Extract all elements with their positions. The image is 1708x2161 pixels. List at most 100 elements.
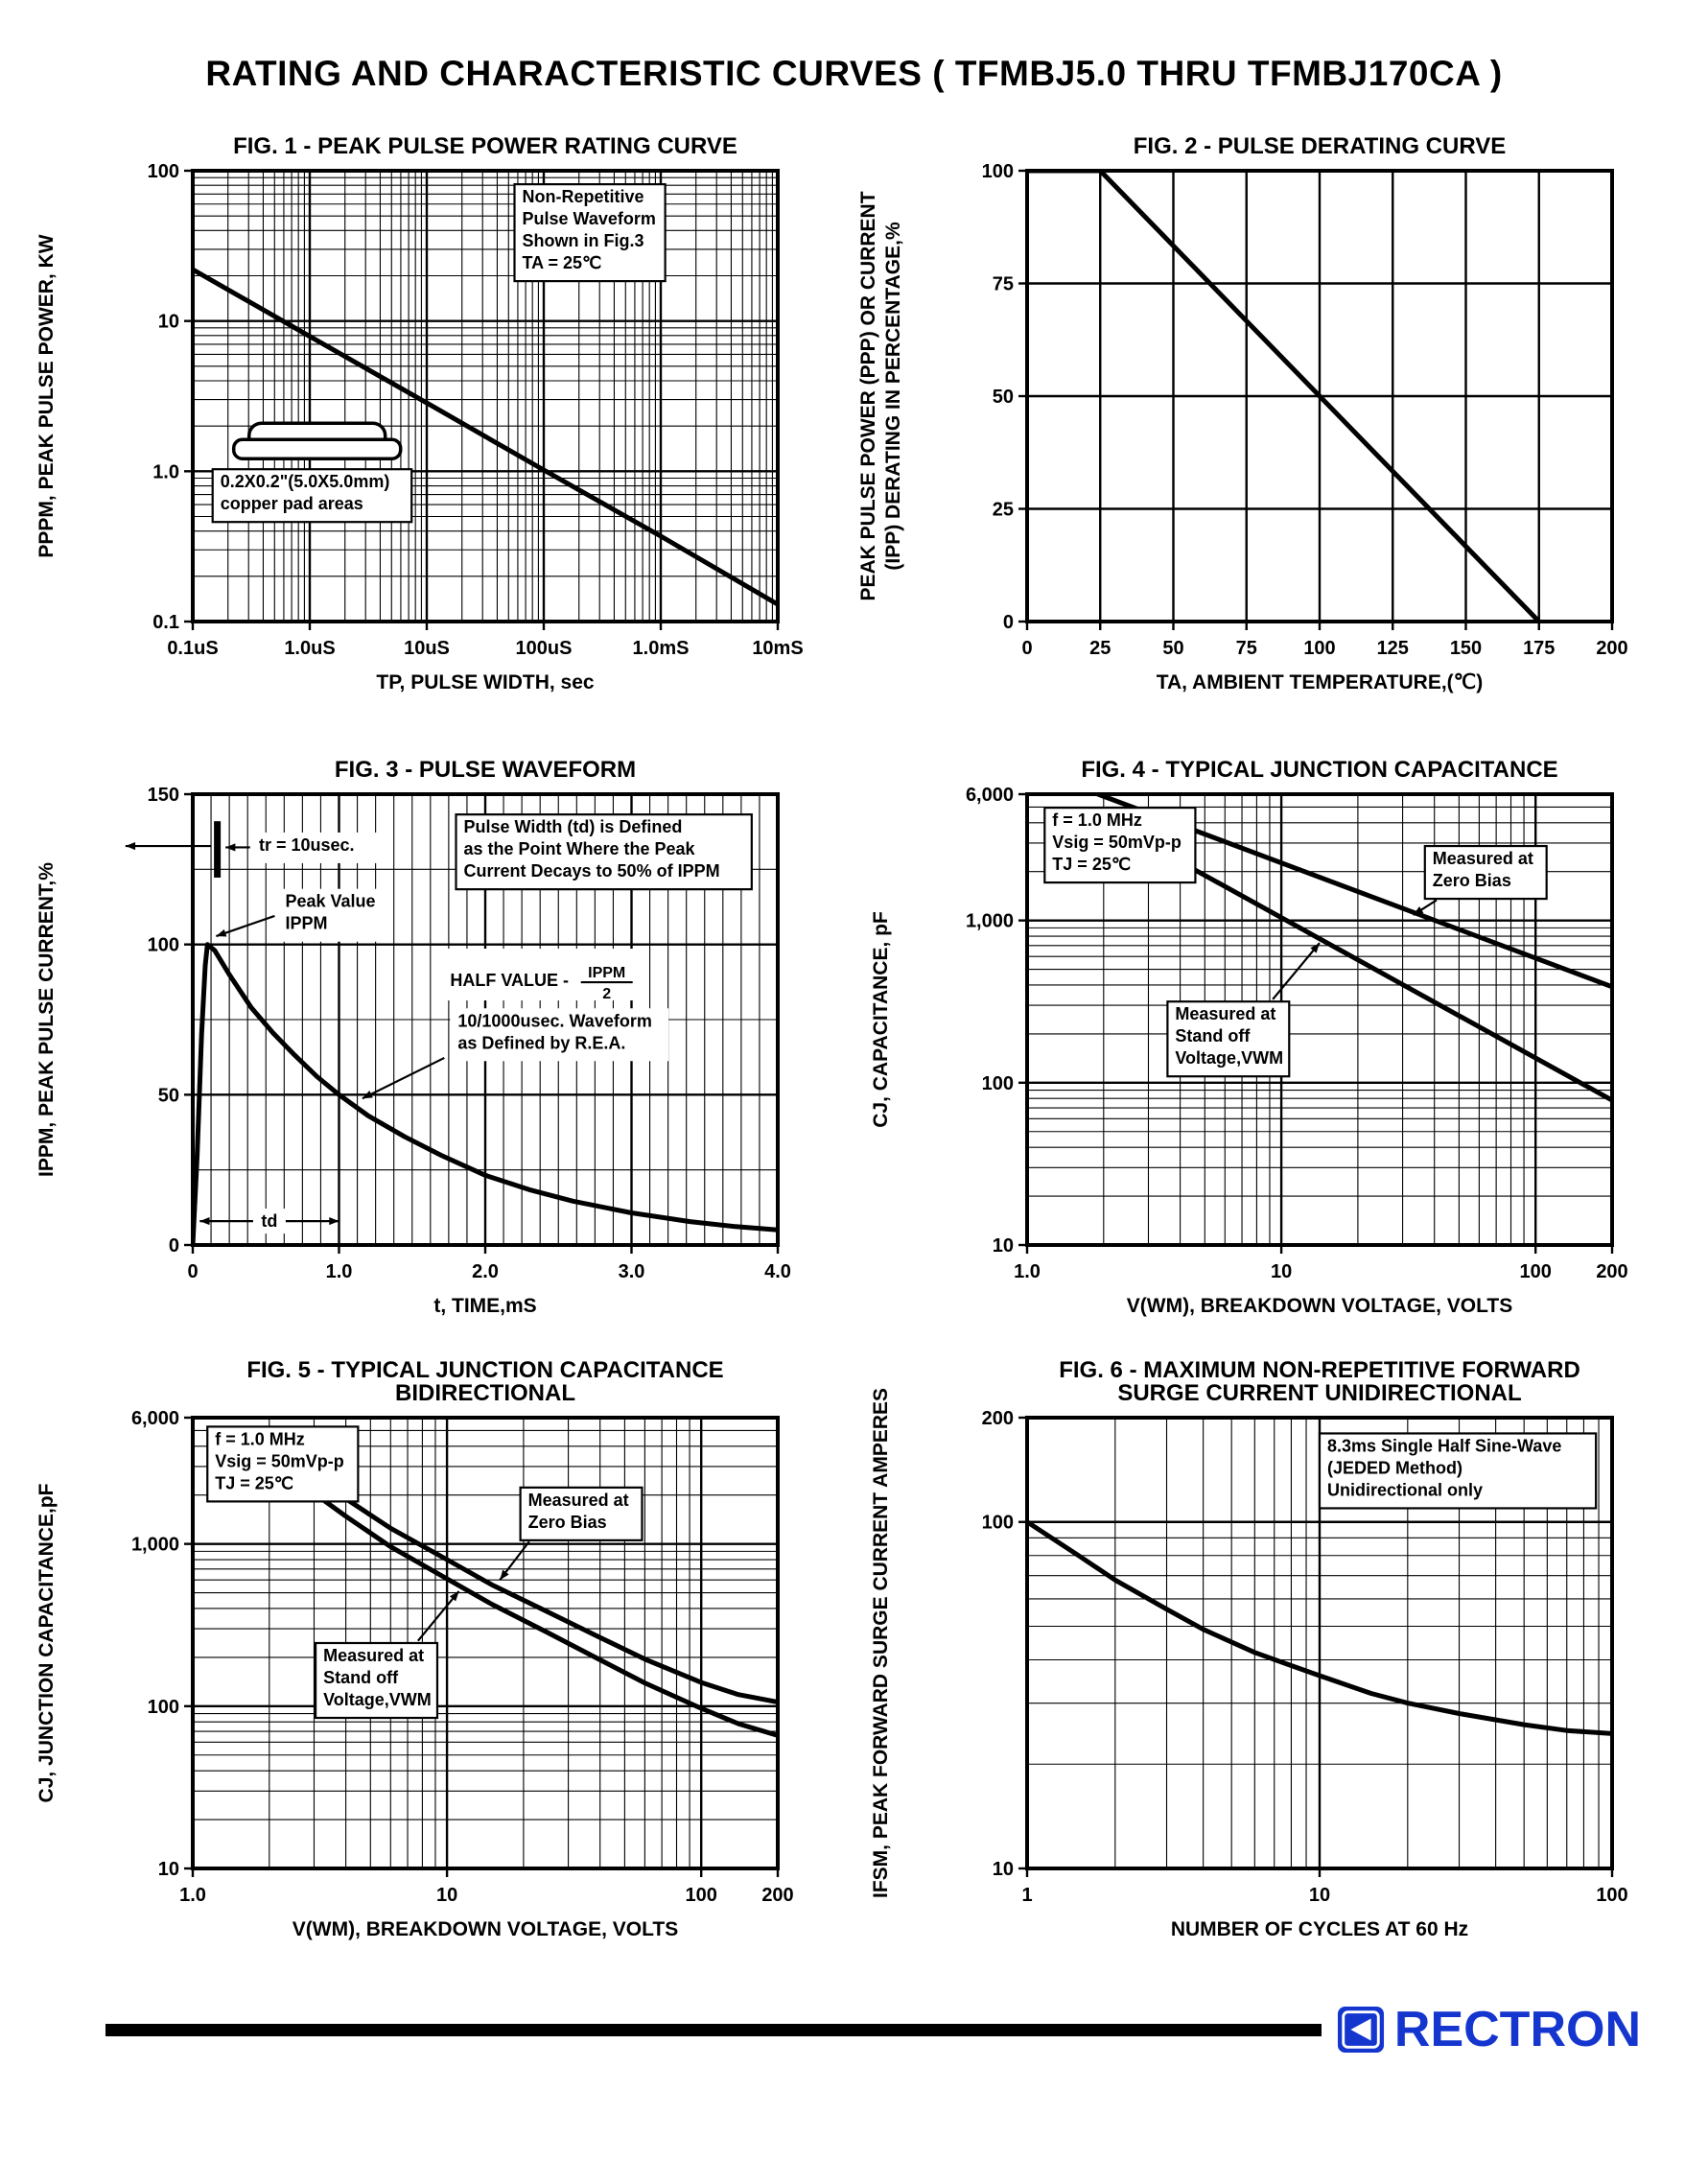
svg-text:Voltage,VWM: Voltage,VWM [1175,1048,1283,1068]
svg-text:1.0: 1.0 [325,1261,352,1282]
fig2-pulse-derating-series-derating-percent [1026,171,1541,622]
fig1-peak-pulse-power-rating-series-peak-pulse-power-kw [192,267,778,607]
annotations: f = 1.0 MHz Vsig = 50mVp-p TJ = 25℃ Measure… [205,1425,643,1720]
svg-text:125: 125 [1376,638,1408,659]
rectron-logo-text: RECTRON [1393,2002,1641,2057]
svg-text:Measured at: Measured at [323,1646,424,1665]
fig6-max-non-repetitive-forward-surge-current: FIG. 6 - MAXIMUM NON-REPETITIVE FORWARD S… [854,1356,1689,1980]
svg-text:0.2X0.2"(5.0X5.0mm): 0.2X0.2"(5.0X5.0mm) [220,472,389,491]
svg-text:FIG. 2 - PULSE DERATING CURVE: FIG. 2 - PULSE DERATING CURVE [1133,133,1506,159]
svg-text:CJ, JUNCTION CAPACITANCE,pF: CJ, JUNCTION CAPACITANCE,pF [35,1483,58,1802]
svg-text:1,000: 1,000 [130,1535,178,1556]
svg-text:SURGE CURRENT UNIDIRECTIONAL: SURGE CURRENT UNIDIRECTIONAL [1117,1380,1521,1406]
fig3-pulse-waveform-svg: FIG. 3 - PULSE WAVEFORM 0 1.0 2.0 3.0 4.0 0 50 1… [35,757,791,1317]
svg-text:3.0: 3.0 [618,1261,644,1282]
svg-text:200: 200 [761,1885,793,1906]
svg-text:6,000: 6,000 [965,785,1013,806]
svg-text:TA = 25℃: TA = 25℃ [522,253,601,272]
svg-text:as the Point Where the Peak: as the Point Where the Peak [463,839,695,858]
svg-text:100: 100 [981,1513,1013,1534]
annotations: 8.3ms Single Half Sine-Wave (JEDED Method… [1318,1432,1597,1510]
svg-text:HALF VALUE -: HALF VALUE - [450,971,569,990]
svg-text:0: 0 [1002,612,1013,633]
svg-text:0.1: 0.1 [152,612,179,633]
svg-text:2.0: 2.0 [472,1261,499,1282]
svg-text:Vsig = 50mVp-p: Vsig = 50mVp-p [215,1451,344,1470]
svg-text:TA, AMBIENT TEMPERATURE,(℃): TA, AMBIENT TEMPERATURE,(℃) [1156,671,1483,693]
fig4-typical-junction-capacitance-svg: FIG. 4 - TYPICAL JUNCTION CAPACITANCE 1.0… [870,757,1628,1317]
svg-text:V(WM), BREAKDOWN VOLTAGE, VOLT: V(WM), BREAKDOWN VOLTAGE, VOLTS [1126,1295,1511,1317]
fig2-pulse-derating-svg: FIG. 2 - PULSE DERATING CURVE 0 25 50 75 100 1… [857,133,1628,693]
svg-text:Measured at: Measured at [527,1491,628,1510]
svg-text:75: 75 [992,274,1013,295]
svg-text:1.0: 1.0 [1014,1261,1041,1282]
svg-text:tr = 10usec.: tr = 10usec. [259,835,355,855]
svg-text:1.0uS: 1.0uS [284,638,335,659]
svg-text:PEAK PULSE POWER (PPP) OR CURR: PEAK PULSE POWER (PPP) OR CURRENT [857,191,879,600]
svg-text:(JEDED Method): (JEDED Method) [1327,1458,1462,1477]
svg-text:td: td [261,1211,277,1231]
svg-text:0: 0 [187,1261,198,1282]
svg-text:BIDIRECTIONAL: BIDIRECTIONAL [395,1380,575,1406]
fig1-peak-pulse-power-rating-curve: FIG. 1 - PEAK PULSE POWER RATING CURVE 0.… [20,109,854,733]
svg-text:Stand off: Stand off [323,1668,399,1687]
svg-text:Current Decays to 50% of IPPM: Current Decays to 50% of IPPM [463,861,719,881]
plot-border [190,1416,780,1870]
svg-text:50: 50 [992,387,1013,408]
fig6-max-non-repetitive-forward-surge-current-series-peak-forward-surge-current [1026,1519,1612,1736]
svg-text:IFSM, PEAK FORWARD SURGE CURRE: IFSM, PEAK FORWARD SURGE CURRENT AMPERES [870,1388,892,1898]
svg-text:4.0: 4.0 [764,1261,791,1282]
svg-text:100uS: 100uS [515,638,572,659]
rectron-logo-icon [1337,2006,1384,2054]
svg-text:FIG. 6 - MAXIMUM NON-REPETITIV: FIG. 6 - MAXIMUM NON-REPETITIVE FORWARD [1059,1357,1580,1383]
svg-text:(IPP) DERATING IN PERCENTAGE,%: (IPP) DERATING IN PERCENTAGE,% [882,222,904,571]
svg-text:FIG. 3 - PULSE WAVEFORM: FIG. 3 - PULSE WAVEFORM [334,757,635,783]
plot-border [190,169,780,623]
fig4-typical-junction-capacitance: FIG. 4 - TYPICAL JUNCTION CAPACITANCE 1.0… [854,733,1689,1356]
svg-text:150: 150 [147,785,178,806]
svg-text:NUMBER OF CYCLES AT 60 Hz: NUMBER OF CYCLES AT 60 Hz [1170,1918,1467,1940]
svg-text:0.1uS: 0.1uS [167,638,218,659]
svg-text:PPPM, PEAK PULSE POWER, KW: PPPM, PEAK PULSE POWER, KW [35,234,58,557]
svg-text:10mS: 10mS [752,638,803,659]
svg-text:200: 200 [1596,1261,1627,1282]
rectron-logo: RECTRON [1337,2001,1641,2058]
svg-text:IPPM, PEAK PULSE CURRENT,%: IPPM, PEAK PULSE CURRENT,% [35,862,58,1177]
fig6-max-non-repetitive-forward-surge-current-svg: FIG. 6 - MAXIMUM NON-REPETITIVE FORWARDS… [870,1357,1628,1940]
svg-text:200: 200 [1596,638,1627,659]
plot-border [1024,792,1614,1247]
svg-text:150: 150 [1449,638,1481,659]
svg-text:TJ = 25℃: TJ = 25℃ [215,1473,293,1492]
svg-text:0: 0 [1021,638,1032,659]
svg-text:100: 100 [981,161,1013,182]
fig5-typical-junction-capacitance-bidirectional-series-measured-at-standoff-voltage [311,1491,778,1738]
svg-text:50: 50 [157,1085,178,1106]
svg-text:FIG. 5 - TYPICAL JUNCTION CAPA: FIG. 5 - TYPICAL JUNCTION CAPACITANCE [246,1357,723,1383]
svg-text:100: 100 [685,1885,716,1906]
svg-text:Zero Bias: Zero Bias [527,1513,606,1532]
svg-text:100: 100 [147,1697,178,1718]
svg-text:IPPM: IPPM [285,914,327,933]
svg-text:100: 100 [1596,1885,1627,1906]
svg-text:IPPM: IPPM [588,965,625,981]
annotations: f = 1.0 MHz Vsig = 50mVp-p TJ = 25℃ Measure… [1042,806,1548,1078]
svg-text:TP, PULSE WIDTH, sec: TP, PULSE WIDTH, sec [376,671,594,693]
svg-text:100: 100 [1519,1261,1551,1282]
svg-text:Zero Bias: Zero Bias [1432,871,1510,890]
svg-text:100: 100 [981,1073,1013,1094]
fig5-typical-junction-capacitance-bidirectional-svg: FIG. 5 - TYPICAL JUNCTION CAPACITANCEBID… [35,1357,794,1940]
svg-text:Measured at: Measured at [1432,849,1533,868]
svg-text:100: 100 [147,935,178,956]
fig5-typical-junction-capacitance-bidirectional: FIG. 5 - TYPICAL JUNCTION CAPACITANCE BID… [20,1356,854,1980]
svg-text:t, TIME,mS: t, TIME,mS [433,1295,536,1317]
fig3-pulse-waveform-series-pulse-current-percent [192,942,778,1245]
svg-text:FIG. 1 - PEAK PULSE POWER RATI: FIG. 1 - PEAK PULSE POWER RATING CURVE [233,133,737,159]
svg-text:175: 175 [1523,638,1555,659]
svg-text:10uS: 10uS [404,638,450,659]
svg-text:Pulse Waveform: Pulse Waveform [522,209,655,228]
fig5-typical-junction-capacitance-bidirectional-series-measured-at-zero-bias [311,1473,778,1704]
svg-text:Pulse Width (td) is Defined: Pulse Width (td) is Defined [463,817,682,836]
svg-text:f = 1.0 MHz: f = 1.0 MHz [215,1429,305,1448]
svg-text:V(WM), BREAKDOWN VOLTAGE, VOLT: V(WM), BREAKDOWN VOLTAGE, VOLTS [292,1918,677,1940]
svg-text:Stand off: Stand off [1175,1026,1251,1045]
